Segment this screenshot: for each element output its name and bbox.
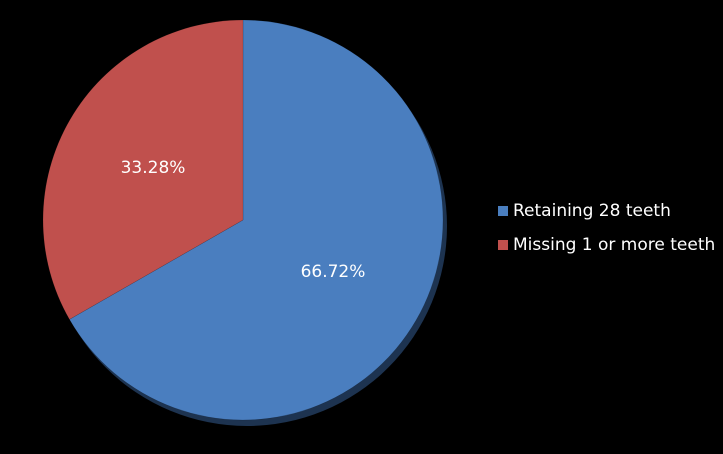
legend-swatch	[498, 206, 508, 216]
data-label: 33.28%	[121, 158, 186, 178]
data-label: 66.72%	[301, 262, 366, 282]
legend-swatch	[498, 240, 508, 250]
pie-slice	[69, 19, 444, 421]
legend-label: Retaining 28 teeth	[513, 201, 671, 221]
legend-label: Missing 1 or more teeth	[513, 235, 715, 255]
pie-slice	[42, 19, 244, 320]
